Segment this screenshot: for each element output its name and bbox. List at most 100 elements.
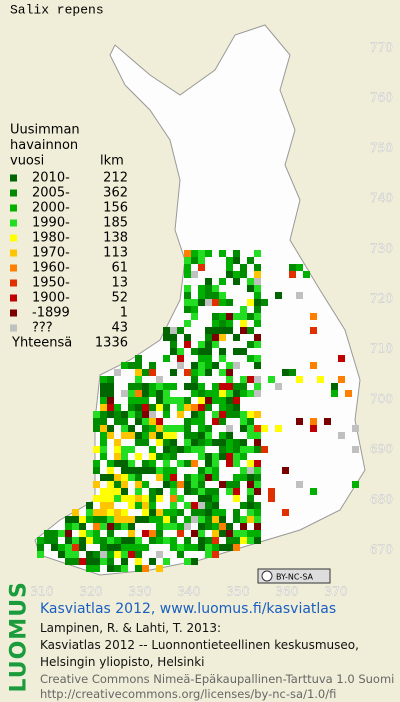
observation-square [142,565,149,572]
observation-square [177,551,184,558]
observation-square [226,397,233,404]
observation-square [100,551,107,558]
observation-square [233,257,240,264]
observation-square [135,474,142,481]
y-grid-label: 700 [370,392,393,406]
observation-square [233,313,240,320]
observation-square [107,509,114,516]
license-line: http://creativecommons.org/licenses/by-n… [40,687,337,701]
observation-square [100,432,107,439]
observation-square [191,509,198,516]
observation-square [233,397,240,404]
observation-square [114,439,121,446]
observation-square [149,432,156,439]
observation-square [240,376,247,383]
observation-square [254,502,261,509]
observation-square [37,537,44,544]
observation-square [331,390,338,397]
observation-square [107,516,114,523]
observation-square [170,509,177,516]
legend-label: 1990- [32,216,70,231]
observation-square [282,509,289,516]
observation-square [205,488,212,495]
observation-square [142,481,149,488]
observation-square [247,285,254,292]
observation-square [261,425,268,432]
observation-square [121,516,128,523]
observation-square [93,467,100,474]
observation-square [93,411,100,418]
legend-swatch [10,279,17,287]
observation-square [247,537,254,544]
observation-square [191,481,198,488]
observation-square [156,432,163,439]
observation-square [198,369,205,376]
observation-square [149,404,156,411]
observation-square [170,516,177,523]
observation-square [184,558,191,565]
license-line: Creative Commons Nimeä-Epäkaupallinen-Ta… [40,672,395,686]
observation-square [212,488,219,495]
observation-square [100,509,107,516]
observation-square [135,488,142,495]
observation-square [128,425,135,432]
observation-square [121,474,128,481]
observation-square [114,509,121,516]
observation-square [163,411,170,418]
observation-square [184,523,191,530]
legend-swatch [10,249,17,257]
observation-square [121,523,128,530]
legend-label: ??? [32,321,53,336]
observation-square [247,355,254,362]
observation-square [114,537,121,544]
observation-square [121,544,128,551]
observation-square [233,453,240,460]
observation-square [149,530,156,537]
observation-square [128,502,135,509]
observation-square [37,544,44,551]
observation-square [184,341,191,348]
observation-square [219,530,226,537]
observation-square [107,565,114,572]
observation-square [163,467,170,474]
observation-square [226,411,233,418]
observation-square [184,502,191,509]
legend-label: 1980- [32,231,70,246]
observation-square [233,271,240,278]
legend-label: 2010- [32,171,70,186]
observation-square [191,544,198,551]
observation-square [226,299,233,306]
observation-square [198,362,205,369]
observation-square [247,376,254,383]
observation-square [107,530,114,537]
observation-square [254,250,261,257]
x-grid-label: 340 [178,585,201,599]
x-grid-label: 320 [80,585,103,599]
observation-square [58,551,65,558]
observation-square [93,551,100,558]
observation-square [121,509,128,516]
observation-square [254,264,261,271]
observation-square [65,551,72,558]
observation-square [156,509,163,516]
observation-square [233,411,240,418]
observation-square [212,327,219,334]
observation-square [226,544,233,551]
observation-square [184,285,191,292]
observation-square [170,537,177,544]
observation-square [170,334,177,341]
observation-square [191,530,198,537]
observation-square [107,502,114,509]
observation-square [254,467,261,474]
observation-square [170,327,177,334]
observation-square [163,481,170,488]
link[interactable]: Kasviatlas 2012, www.luomus.fi/kasviatla… [40,601,337,617]
observation-square [121,362,128,369]
observation-square [72,551,79,558]
observation-square [156,404,163,411]
observation-square [205,544,212,551]
observation-square [198,397,205,404]
observation-square [170,397,177,404]
observation-square [282,467,289,474]
observation-square [247,460,254,467]
